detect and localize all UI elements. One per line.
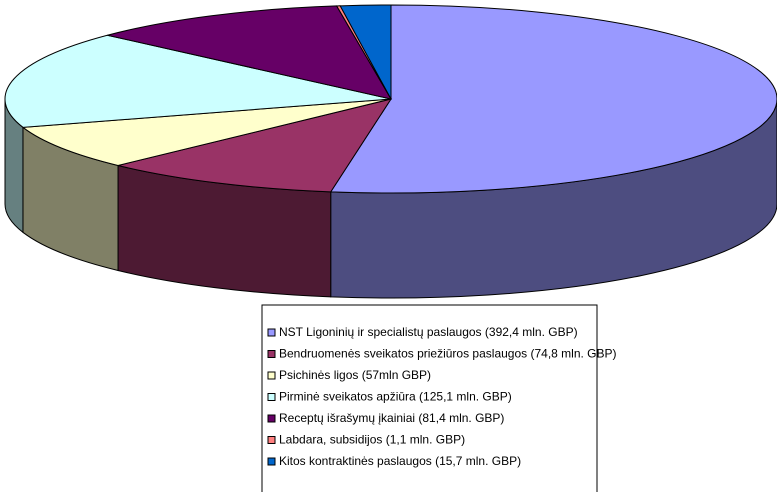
legend-label: Psichinės ligos (57mln GBP)	[279, 368, 431, 382]
legend-label: Bendruomenės sveikatos priežiūros paslau…	[279, 347, 617, 361]
legend-label: Kitos kontraktinės paslaugos (15,7 mln. …	[279, 454, 521, 468]
legend-label: Pirminė sveikatos apžiūra (125,1 mln. GB…	[279, 390, 512, 404]
legend-label: Labdara, subsidijos (1,1 mln. GBP)	[279, 433, 465, 447]
slice	[21, 98, 392, 166]
legend-swatch	[267, 393, 276, 401]
slice	[117, 98, 393, 193]
legend-box	[261, 304, 598, 492]
slice	[107, 5, 393, 100]
legend-swatch	[267, 457, 276, 466]
legend-swatch	[267, 328, 276, 337]
slice	[339, 4, 392, 100]
legend-label: Receptų išrašymų įkainiai (81,4 mln. GBP…	[279, 411, 504, 425]
slice	[329, 4, 777, 194]
legend-swatch	[267, 371, 276, 380]
slice	[4, 34, 392, 128]
legend-swatch	[267, 436, 276, 444]
legend-swatch	[267, 350, 276, 358]
legend-label: NST Ligoninių ir specialistų paslaugos (…	[279, 325, 578, 339]
legend-swatch	[267, 414, 276, 423]
pie	[4, 4, 777, 299]
legend: NST Ligoninių ir specialistų paslaugos (…	[267, 325, 617, 468]
